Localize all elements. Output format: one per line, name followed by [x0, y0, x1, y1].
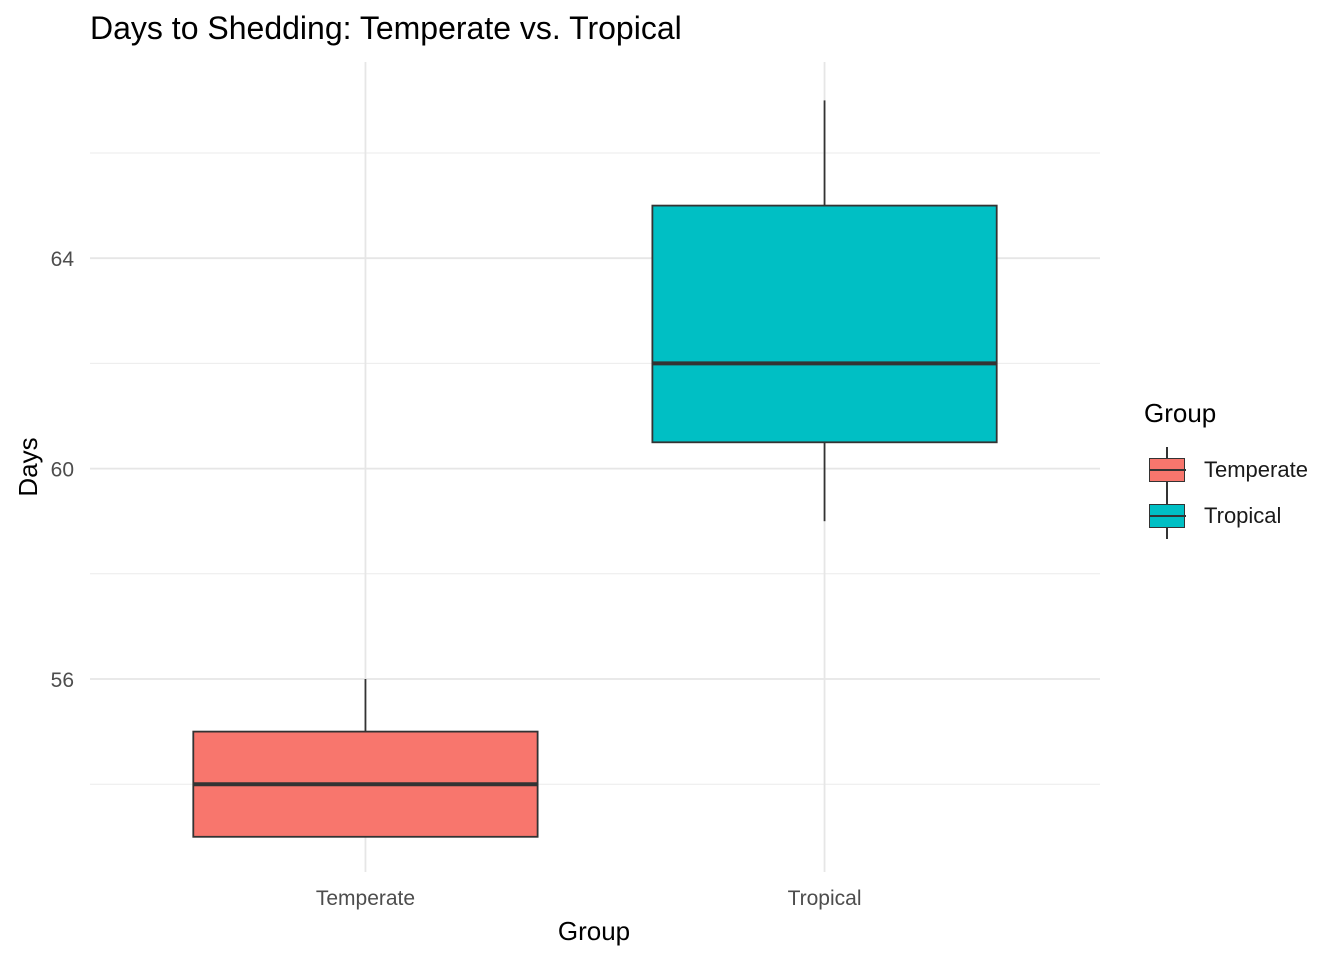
- legend-key: [1144, 447, 1190, 493]
- axes: 56 60 64 Temperate Tropical Group Days: [13, 248, 862, 946]
- x-tick-label: Tropical: [788, 887, 862, 910]
- legend-label: Temperate: [1204, 457, 1308, 482]
- y-tick-label: 56: [51, 669, 74, 692]
- boxes: [192, 100, 998, 838]
- x-axis-title: Group: [558, 916, 630, 946]
- legend-item: Temperate: [1144, 447, 1308, 493]
- box-tropical: [651, 100, 998, 522]
- y-tick-label: 64: [51, 248, 75, 271]
- chart-title: Days to Shedding: Temperate vs. Tropical: [90, 10, 682, 46]
- x-tick-label: Temperate: [316, 887, 415, 910]
- legend-key: [1144, 493, 1190, 539]
- y-tick-label: 60: [51, 459, 74, 482]
- legend: Group Temperate Tropical: [1144, 398, 1308, 539]
- y-axis-title: Days: [13, 437, 43, 496]
- box-body: [651, 204, 998, 444]
- legend-label: Tropical: [1204, 503, 1282, 528]
- legend-item: Tropical: [1144, 493, 1308, 539]
- legend-title: Group: [1144, 398, 1217, 428]
- box-temperate: [192, 679, 539, 838]
